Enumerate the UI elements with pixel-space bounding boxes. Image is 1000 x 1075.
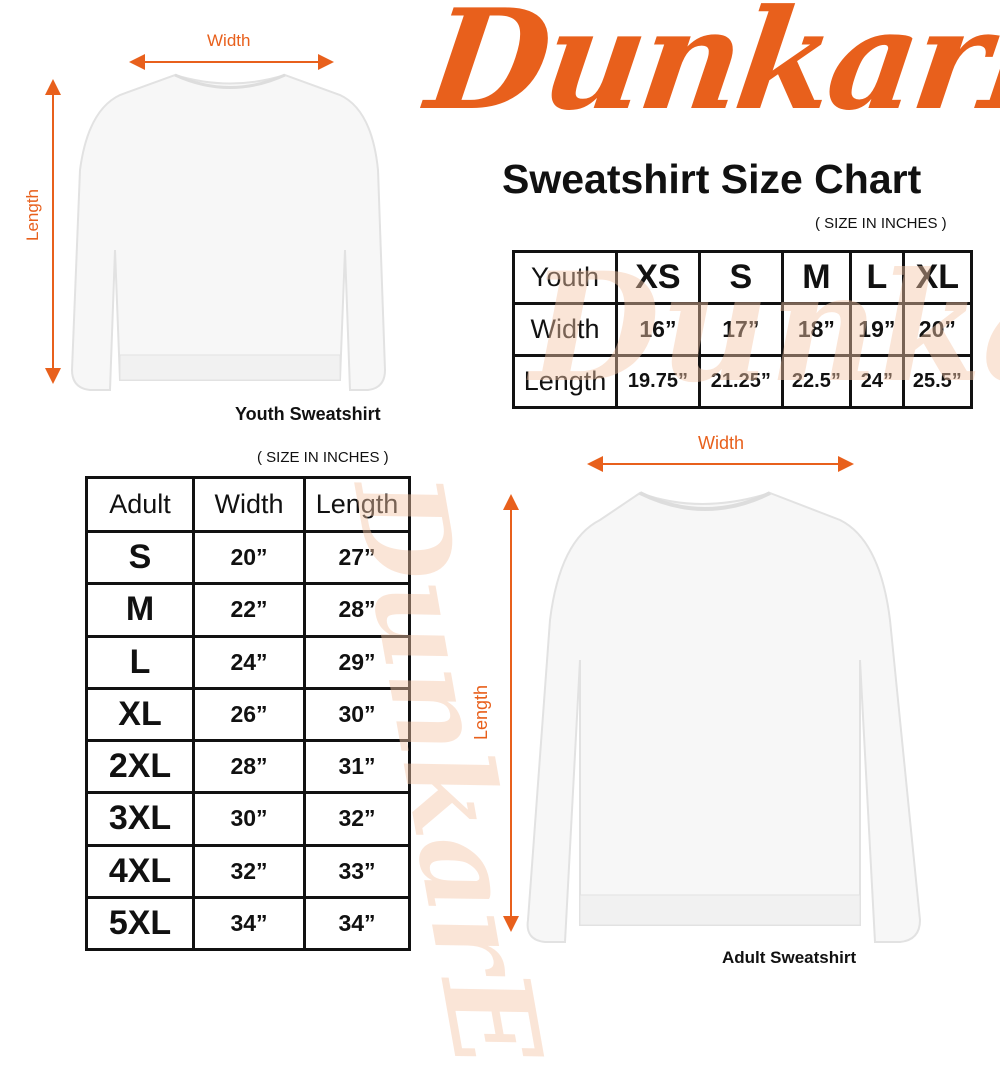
header-cell: XL <box>901 250 974 305</box>
size-cell: M <box>85 582 195 638</box>
table-cell: 32” <box>192 843 306 899</box>
row-label: Length <box>512 354 618 409</box>
size-cell: L <box>85 634 195 690</box>
table-cell: 34” <box>303 895 411 952</box>
adult-width-label: Width <box>698 433 745 453</box>
table-cell: 18” <box>780 302 853 357</box>
table-cell: 30” <box>303 686 411 743</box>
header-cell: M <box>780 250 853 305</box>
youth-size-table: Youth XS S M L XL Width 16” 17” 18” 19” … <box>512 250 974 409</box>
table-cell: 28” <box>192 738 306 795</box>
table-cell: 19” <box>849 302 905 357</box>
size-cell: S <box>85 529 195 586</box>
header-cell: Youth <box>512 250 618 305</box>
table-cell: 17” <box>697 302 784 357</box>
table-row: 4XL 32” 33” <box>85 843 411 899</box>
garment-illustrations <box>45 54 922 943</box>
youth-unit-note: ( SIZE IN INCHES ) <box>815 215 947 232</box>
table-cell: 22.5” <box>780 354 853 409</box>
brand-logo: DunkarE <box>418 0 1000 141</box>
table-row: 3XL 30” 32” <box>85 791 411 847</box>
header-cell: L <box>849 250 905 305</box>
table-row: 5XL 34” 34” <box>85 895 411 952</box>
table-header-row: Adult Width Length <box>85 476 411 533</box>
youth-caption: Youth Sweatshirt <box>235 404 381 424</box>
table-cell: 24” <box>849 354 905 409</box>
header-cell: Adult <box>85 476 195 533</box>
header-cell: Length <box>303 476 411 533</box>
youth-sweatshirt-image <box>70 73 387 391</box>
table-row: L 24” 29” <box>85 634 411 690</box>
table-cell: 16” <box>615 302 701 357</box>
header-cell: S <box>697 250 784 305</box>
size-cell: 2XL <box>85 738 195 795</box>
table-cell: 29” <box>303 634 411 690</box>
row-label: Width <box>512 302 618 357</box>
youth-length-label: Length <box>23 189 42 241</box>
page-title: Sweatshirt Size Chart <box>502 156 922 202</box>
table-cell: 27” <box>303 529 411 586</box>
size-cell: 5XL <box>85 895 195 952</box>
table-cell: 32” <box>303 791 411 847</box>
table-cell: 22” <box>192 582 306 638</box>
table-cell: 25.5” <box>901 354 974 409</box>
table-cell: 19.75” <box>615 354 701 409</box>
table-cell: 34” <box>192 895 306 952</box>
youth-width-label: Width <box>207 31 251 50</box>
adult-size-table: Adult Width Length S 20” 27” M 22” 28” L 24” 2… <box>85 476 411 952</box>
table-cell: 20” <box>901 302 974 357</box>
table-row: S 20” 27” <box>85 529 411 586</box>
size-cell: XL <box>85 686 195 743</box>
table-row: 2XL 28” 31” <box>85 738 411 795</box>
table-row: Length 19.75” 21.25” 22.5” 24” 25.5” <box>512 354 974 409</box>
table-cell: 20” <box>192 529 306 586</box>
header-cell: Width <box>192 476 306 533</box>
adult-sweatshirt-image <box>526 491 922 943</box>
size-cell: 3XL <box>85 791 195 847</box>
table-cell: 21.25” <box>697 354 784 409</box>
size-cell: 4XL <box>85 843 195 899</box>
adult-caption: Adult Sweatshirt <box>722 948 857 967</box>
table-cell: 26” <box>192 686 306 743</box>
table-row: M 22” 28” <box>85 582 411 638</box>
table-row: Width 16” 17” 18” 19” 20” <box>512 302 974 357</box>
header-cell: XS <box>615 250 701 305</box>
table-cell: 24” <box>192 634 306 690</box>
table-cell: 33” <box>303 843 411 899</box>
adult-length-label: Length <box>471 684 492 741</box>
table-row: XL 26” 30” <box>85 686 411 743</box>
table-cell: 30” <box>192 791 306 847</box>
table-cell: 28” <box>303 582 411 638</box>
table-header-row: Youth XS S M L XL <box>512 250 974 305</box>
adult-unit-note: ( SIZE IN INCHES ) <box>257 449 389 466</box>
table-cell: 31” <box>303 738 411 795</box>
